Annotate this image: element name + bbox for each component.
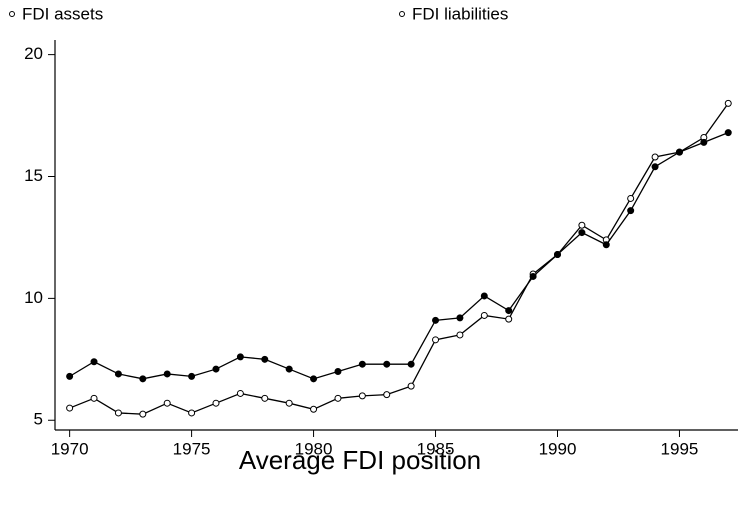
data-point xyxy=(432,316,440,324)
data-point xyxy=(602,241,610,249)
data-point xyxy=(66,372,74,380)
data-point xyxy=(675,148,683,156)
data-point xyxy=(66,404,74,412)
data-point xyxy=(578,229,586,237)
data-point xyxy=(407,360,415,368)
x-tick-label: 1980 xyxy=(295,439,333,458)
legend-label: FDI liabilities xyxy=(412,4,508,23)
data-point xyxy=(285,365,293,373)
data-point xyxy=(456,314,464,322)
x-tick-label: 1970 xyxy=(51,439,89,458)
data-point xyxy=(261,355,269,363)
data-point xyxy=(505,315,513,323)
data-point xyxy=(724,129,732,137)
data-point xyxy=(139,410,147,418)
data-point xyxy=(553,251,561,258)
data-point xyxy=(480,292,488,300)
y-tick-label: 20 xyxy=(24,44,43,63)
x-axis-label: Average FDI position xyxy=(239,445,481,475)
data-point xyxy=(480,311,488,319)
data-point xyxy=(212,365,220,373)
data-point xyxy=(310,375,318,383)
data-point xyxy=(212,399,220,407)
series-line xyxy=(69,132,729,380)
data-point xyxy=(236,353,244,361)
data-point xyxy=(90,394,98,402)
series-line xyxy=(69,102,729,415)
x-tick-label: 1990 xyxy=(539,439,577,458)
data-point xyxy=(529,272,537,280)
data-point xyxy=(188,409,196,417)
data-point xyxy=(651,163,659,171)
data-point xyxy=(261,394,269,402)
data-point xyxy=(188,372,196,380)
data-point xyxy=(383,360,391,368)
data-point xyxy=(334,394,342,402)
x-tick-label: 1995 xyxy=(661,439,699,458)
data-point xyxy=(285,399,293,407)
data-point xyxy=(383,391,391,399)
data-point xyxy=(578,221,586,229)
data-point xyxy=(627,194,635,202)
data-point xyxy=(456,331,464,339)
data-point xyxy=(334,368,342,375)
legend-label: FDI assets xyxy=(22,4,103,23)
data-point xyxy=(236,389,244,397)
data-point xyxy=(700,138,708,146)
data-point xyxy=(139,375,147,383)
data-point xyxy=(407,382,415,390)
legend-marker xyxy=(9,11,15,17)
data-point xyxy=(163,399,171,407)
y-tick-label: 10 xyxy=(24,288,43,307)
data-point xyxy=(432,336,440,344)
data-point xyxy=(505,307,513,315)
y-tick-label: 15 xyxy=(24,166,43,185)
data-point xyxy=(163,370,171,378)
data-point xyxy=(358,360,366,368)
y-tick-label: 5 xyxy=(34,410,43,429)
data-point xyxy=(114,370,122,378)
data-point xyxy=(310,405,318,413)
data-point xyxy=(651,153,659,161)
x-tick-label: 1975 xyxy=(173,439,211,458)
data-point xyxy=(358,392,366,400)
x-tick-label: 1985 xyxy=(417,439,455,458)
data-point xyxy=(724,99,732,107)
data-point xyxy=(90,358,98,366)
data-point xyxy=(627,207,635,215)
legend-marker xyxy=(399,11,405,17)
data-point xyxy=(114,409,122,417)
